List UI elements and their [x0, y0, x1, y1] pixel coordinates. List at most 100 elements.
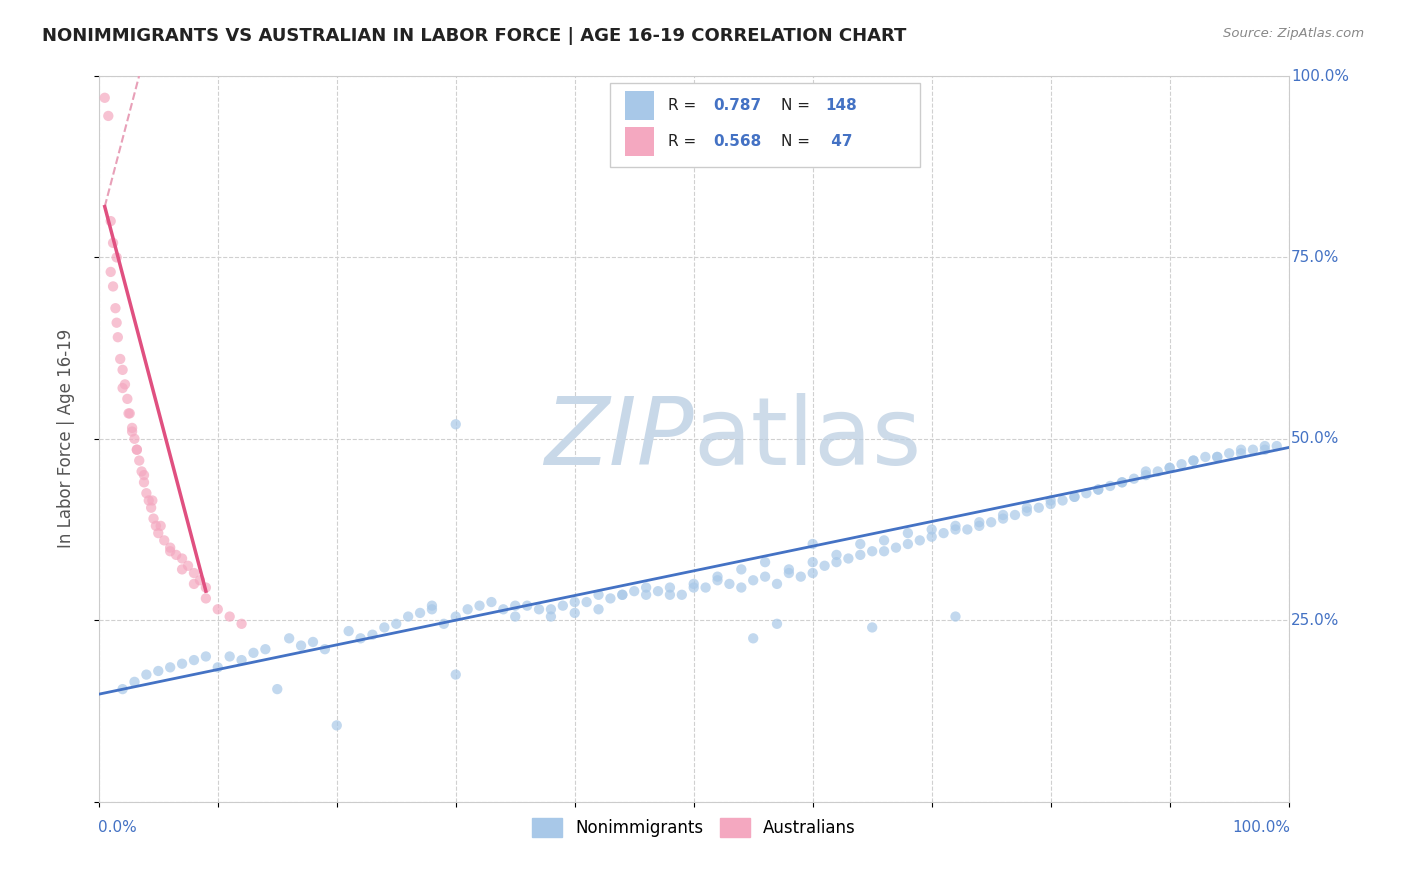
Point [409, 606, 432, 620]
Point [527, 602, 550, 616]
Text: 100.0%: 100.0% [1291, 69, 1348, 84]
Point [218, 609, 240, 624]
Point [117, 392, 139, 406]
Point [124, 432, 146, 446]
Point [801, 566, 824, 580]
Point [468, 599, 491, 613]
Point [908, 533, 931, 548]
Point [100, 214, 122, 228]
Point [457, 602, 479, 616]
Point [1111, 475, 1133, 490]
Point [481, 595, 503, 609]
Point [114, 377, 136, 392]
Point [873, 544, 896, 558]
Point [658, 588, 681, 602]
Point [969, 519, 991, 533]
Point [107, 330, 129, 344]
Point [1135, 468, 1157, 483]
Point [1076, 486, 1098, 500]
Point [145, 519, 167, 533]
Point [373, 620, 395, 634]
Point [671, 588, 693, 602]
Point [108, 351, 131, 366]
Point [658, 581, 681, 595]
Point [575, 595, 598, 609]
Y-axis label: In Labor Force | Age 16-19: In Labor Force | Age 16-19 [58, 329, 75, 549]
Point [132, 468, 155, 483]
Point [194, 581, 217, 595]
Point [124, 674, 146, 689]
Point [1254, 442, 1277, 457]
Text: R =: R = [668, 97, 700, 112]
Legend: Nonimmigrants, Australians: Nonimmigrants, Australians [524, 812, 862, 844]
Point [921, 523, 943, 537]
Point [801, 537, 824, 551]
Point [194, 591, 217, 606]
Point [326, 718, 349, 732]
Point [969, 515, 991, 529]
Point [754, 569, 776, 583]
Point [111, 363, 134, 377]
Point [101, 279, 124, 293]
Point [991, 508, 1014, 522]
Text: Source: ZipAtlas.com: Source: ZipAtlas.com [1223, 27, 1364, 40]
Point [1206, 450, 1229, 464]
Point [612, 588, 634, 602]
Text: 0.568: 0.568 [713, 134, 761, 149]
Point [242, 646, 264, 660]
Point [149, 519, 172, 533]
Point [194, 649, 217, 664]
Point [1123, 472, 1146, 486]
Point [1194, 450, 1216, 464]
Point [492, 602, 515, 616]
Point [1111, 475, 1133, 490]
Point [1063, 490, 1085, 504]
Text: ZIP: ZIP [544, 393, 693, 484]
Point [980, 515, 1002, 529]
Point [884, 541, 907, 555]
Text: NONIMMIGRANTS VS AUSTRALIAN IN LABOR FORCE | AGE 16-19 CORRELATION CHART: NONIMMIGRANTS VS AUSTRALIAN IN LABOR FOR… [42, 27, 907, 45]
Text: R =: R = [668, 134, 700, 149]
Point [101, 235, 124, 250]
Text: 50.0%: 50.0% [1291, 432, 1340, 446]
Point [105, 316, 128, 330]
Point [231, 616, 253, 631]
Point [849, 537, 872, 551]
Point [172, 657, 194, 671]
Point [706, 574, 728, 588]
Point [766, 616, 789, 631]
Point [945, 523, 967, 537]
Point [231, 653, 253, 667]
Point [396, 609, 419, 624]
Point [1039, 497, 1062, 511]
Point [177, 558, 200, 573]
Point [141, 493, 163, 508]
Point [801, 555, 824, 569]
Point [159, 660, 181, 674]
Point [183, 653, 205, 667]
Point [1039, 493, 1062, 508]
Point [564, 606, 586, 620]
FancyBboxPatch shape [624, 127, 654, 156]
Point [111, 381, 134, 395]
Point [218, 649, 240, 664]
Point [104, 301, 127, 316]
Text: 148: 148 [825, 97, 858, 112]
Text: atlas: atlas [693, 392, 922, 484]
Point [337, 624, 360, 638]
Point [588, 602, 610, 616]
Point [897, 526, 920, 541]
Point [1015, 504, 1038, 518]
Point [825, 548, 848, 562]
Point [790, 569, 813, 583]
FancyBboxPatch shape [624, 90, 654, 120]
Point [897, 537, 920, 551]
Point [420, 602, 443, 616]
Point [588, 588, 610, 602]
Point [1004, 508, 1026, 522]
Point [153, 533, 176, 548]
Text: 0.787: 0.787 [713, 97, 761, 112]
Point [1206, 450, 1229, 464]
Point [93, 91, 115, 105]
Text: 47: 47 [825, 134, 852, 149]
